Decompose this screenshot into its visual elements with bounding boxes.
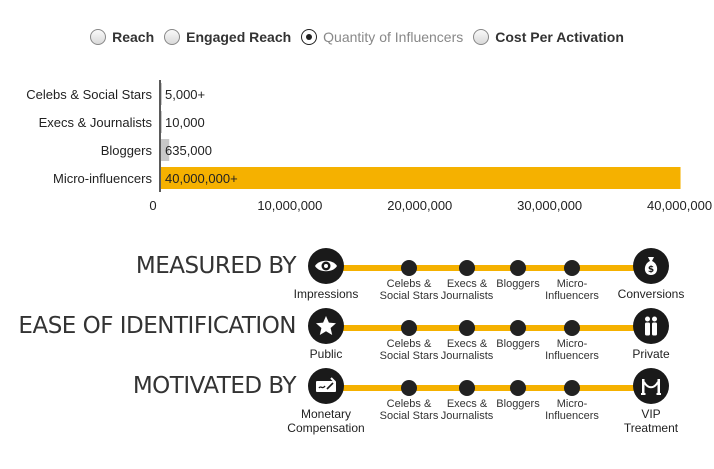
category-label: Celebs & Social Stars bbox=[26, 87, 152, 102]
data-label: 635,000 bbox=[165, 143, 212, 158]
radio-circle[interactable] bbox=[473, 29, 490, 45]
segment-dot bbox=[510, 320, 526, 336]
data-label: 5,000+ bbox=[165, 87, 205, 102]
segment-label: Bloggers bbox=[496, 278, 540, 290]
category-label: Execs & Journalists bbox=[39, 115, 153, 130]
radio-cost-per-activation[interactable]: Cost Per Activation bbox=[473, 29, 624, 45]
tick-label: 0 bbox=[149, 198, 156, 213]
timeline-line bbox=[326, 265, 651, 271]
people-icon bbox=[633, 308, 669, 344]
radio-label: Cost Per Activation bbox=[495, 29, 624, 45]
timeline-line bbox=[326, 325, 651, 331]
right-endpoint-label: VIP Treatment bbox=[623, 407, 679, 435]
timeline-title: EASE OF IDENTIFICATION bbox=[18, 313, 296, 339]
radio-circle[interactable] bbox=[164, 29, 181, 45]
radio-label: Quantity of Influencers bbox=[323, 29, 464, 45]
radio-quantity-of-influencers[interactable]: Quantity of Influencers bbox=[301, 29, 463, 45]
segment-dot bbox=[459, 320, 475, 336]
segment-label: Bloggers bbox=[496, 398, 540, 410]
segment-label: Execs & Journalists bbox=[440, 398, 494, 422]
segment-label: Micro- Influencers bbox=[545, 398, 599, 422]
segment-dot bbox=[401, 260, 417, 276]
radio-label: Engaged Reach bbox=[186, 29, 292, 45]
segment-dot bbox=[564, 260, 580, 276]
tick-label: 10,000,000 bbox=[257, 198, 322, 213]
left-endpoint-label: Monetary Compensation bbox=[287, 407, 365, 435]
bar bbox=[161, 111, 162, 133]
timeline-title: MEASURED BY bbox=[135, 253, 297, 279]
radio-reach[interactable]: Reach bbox=[90, 29, 154, 45]
velvet-rope-icon bbox=[633, 368, 669, 404]
timeline-line bbox=[326, 385, 651, 391]
segment-label: Bloggers bbox=[496, 338, 540, 350]
segment-dot bbox=[459, 380, 475, 396]
bar-chart: Celebs & Social Stars 5,000+ Execs & Journ… bbox=[26, 80, 712, 213]
segment-label: Micro- Influencers bbox=[545, 278, 599, 302]
segment-label: Micro- Influencers bbox=[545, 338, 599, 362]
radio-engaged-reach[interactable]: Engaged Reach bbox=[164, 29, 291, 45]
data-label: 40,000,000+ bbox=[165, 171, 238, 186]
segment-dot bbox=[564, 320, 580, 336]
radio-circle[interactable] bbox=[301, 29, 318, 45]
right-endpoint-label: Conversions bbox=[617, 287, 685, 301]
timeline-title: MOTIVATED BY bbox=[132, 373, 297, 399]
segment-label: Execs & Journalists bbox=[440, 338, 494, 362]
category-label: Micro-influencers bbox=[53, 171, 152, 186]
data-label: 10,000 bbox=[165, 115, 205, 130]
segment-dot bbox=[401, 380, 417, 396]
tick-label: 40,000,000 bbox=[647, 198, 712, 213]
bar bbox=[161, 83, 162, 105]
bar bbox=[161, 139, 170, 161]
bar bbox=[161, 167, 681, 189]
left-endpoint-label: Public bbox=[309, 347, 343, 361]
segment-dot bbox=[564, 380, 580, 396]
segment-label: Celebs & Social Stars bbox=[379, 398, 439, 422]
star-icon bbox=[308, 308, 344, 344]
left-endpoint-label: Impressions bbox=[293, 287, 359, 301]
segment-dot bbox=[510, 380, 526, 396]
segment-dot bbox=[401, 320, 417, 336]
check-icon bbox=[308, 368, 344, 404]
tick-label: 20,000,000 bbox=[387, 198, 452, 213]
category-label: Bloggers bbox=[101, 143, 153, 158]
segment-dot bbox=[459, 260, 475, 276]
segment-label: Celebs & Social Stars bbox=[379, 338, 439, 362]
tick-label: 30,000,000 bbox=[517, 198, 582, 213]
segment-label: Celebs & Social Stars bbox=[379, 278, 439, 302]
money-bag-icon: $ bbox=[633, 248, 669, 284]
eye-icon bbox=[308, 248, 344, 284]
svg-text:$: $ bbox=[648, 265, 654, 275]
segment-dot bbox=[510, 260, 526, 276]
metric-selector: Reach Engaged Reach Quantity of Influenc… bbox=[0, 29, 714, 45]
right-endpoint-label: Private bbox=[632, 347, 670, 361]
radio-circle[interactable] bbox=[90, 29, 107, 45]
radio-label: Reach bbox=[112, 29, 155, 45]
segment-label: Execs & Journalists bbox=[440, 278, 494, 302]
